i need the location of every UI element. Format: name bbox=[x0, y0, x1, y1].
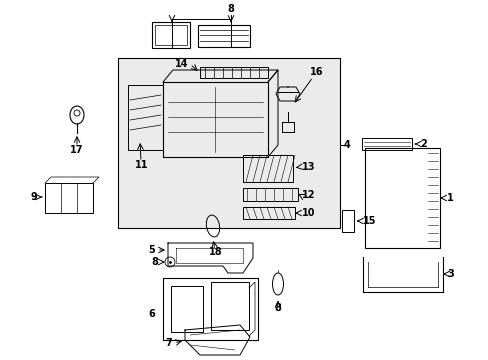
Bar bbox=[243, 207, 294, 219]
Text: 10: 10 bbox=[302, 208, 315, 218]
Bar bbox=[163, 278, 258, 340]
Text: 8: 8 bbox=[227, 4, 234, 14]
Text: 17: 17 bbox=[70, 145, 83, 155]
Bar bbox=[152, 22, 190, 48]
Text: 2: 2 bbox=[419, 139, 426, 149]
Bar bbox=[341, 210, 353, 232]
Bar bbox=[45, 183, 93, 213]
Text: 5: 5 bbox=[148, 245, 155, 255]
Text: 4: 4 bbox=[343, 140, 350, 150]
Text: 9: 9 bbox=[30, 192, 37, 202]
Bar bbox=[243, 188, 297, 201]
Bar bbox=[155, 25, 186, 45]
Text: 15: 15 bbox=[362, 216, 376, 226]
Text: 11: 11 bbox=[135, 160, 148, 170]
Bar bbox=[364, 148, 439, 248]
Text: 14: 14 bbox=[174, 59, 187, 69]
Text: 6: 6 bbox=[148, 309, 155, 319]
Bar bbox=[200, 67, 267, 78]
Bar bbox=[118, 58, 339, 228]
Text: 12: 12 bbox=[302, 190, 315, 200]
Bar bbox=[243, 155, 292, 182]
Text: 13: 13 bbox=[302, 162, 315, 172]
Text: 1: 1 bbox=[446, 193, 453, 203]
Bar bbox=[361, 138, 411, 150]
Bar bbox=[171, 286, 203, 332]
Text: 18: 18 bbox=[209, 247, 223, 257]
Bar bbox=[198, 25, 249, 47]
Text: 3: 3 bbox=[446, 269, 453, 279]
Text: 8: 8 bbox=[274, 303, 281, 313]
Bar bbox=[210, 282, 248, 330]
Text: 8: 8 bbox=[151, 257, 158, 267]
Text: 16: 16 bbox=[309, 67, 323, 77]
Text: 7: 7 bbox=[165, 338, 172, 348]
